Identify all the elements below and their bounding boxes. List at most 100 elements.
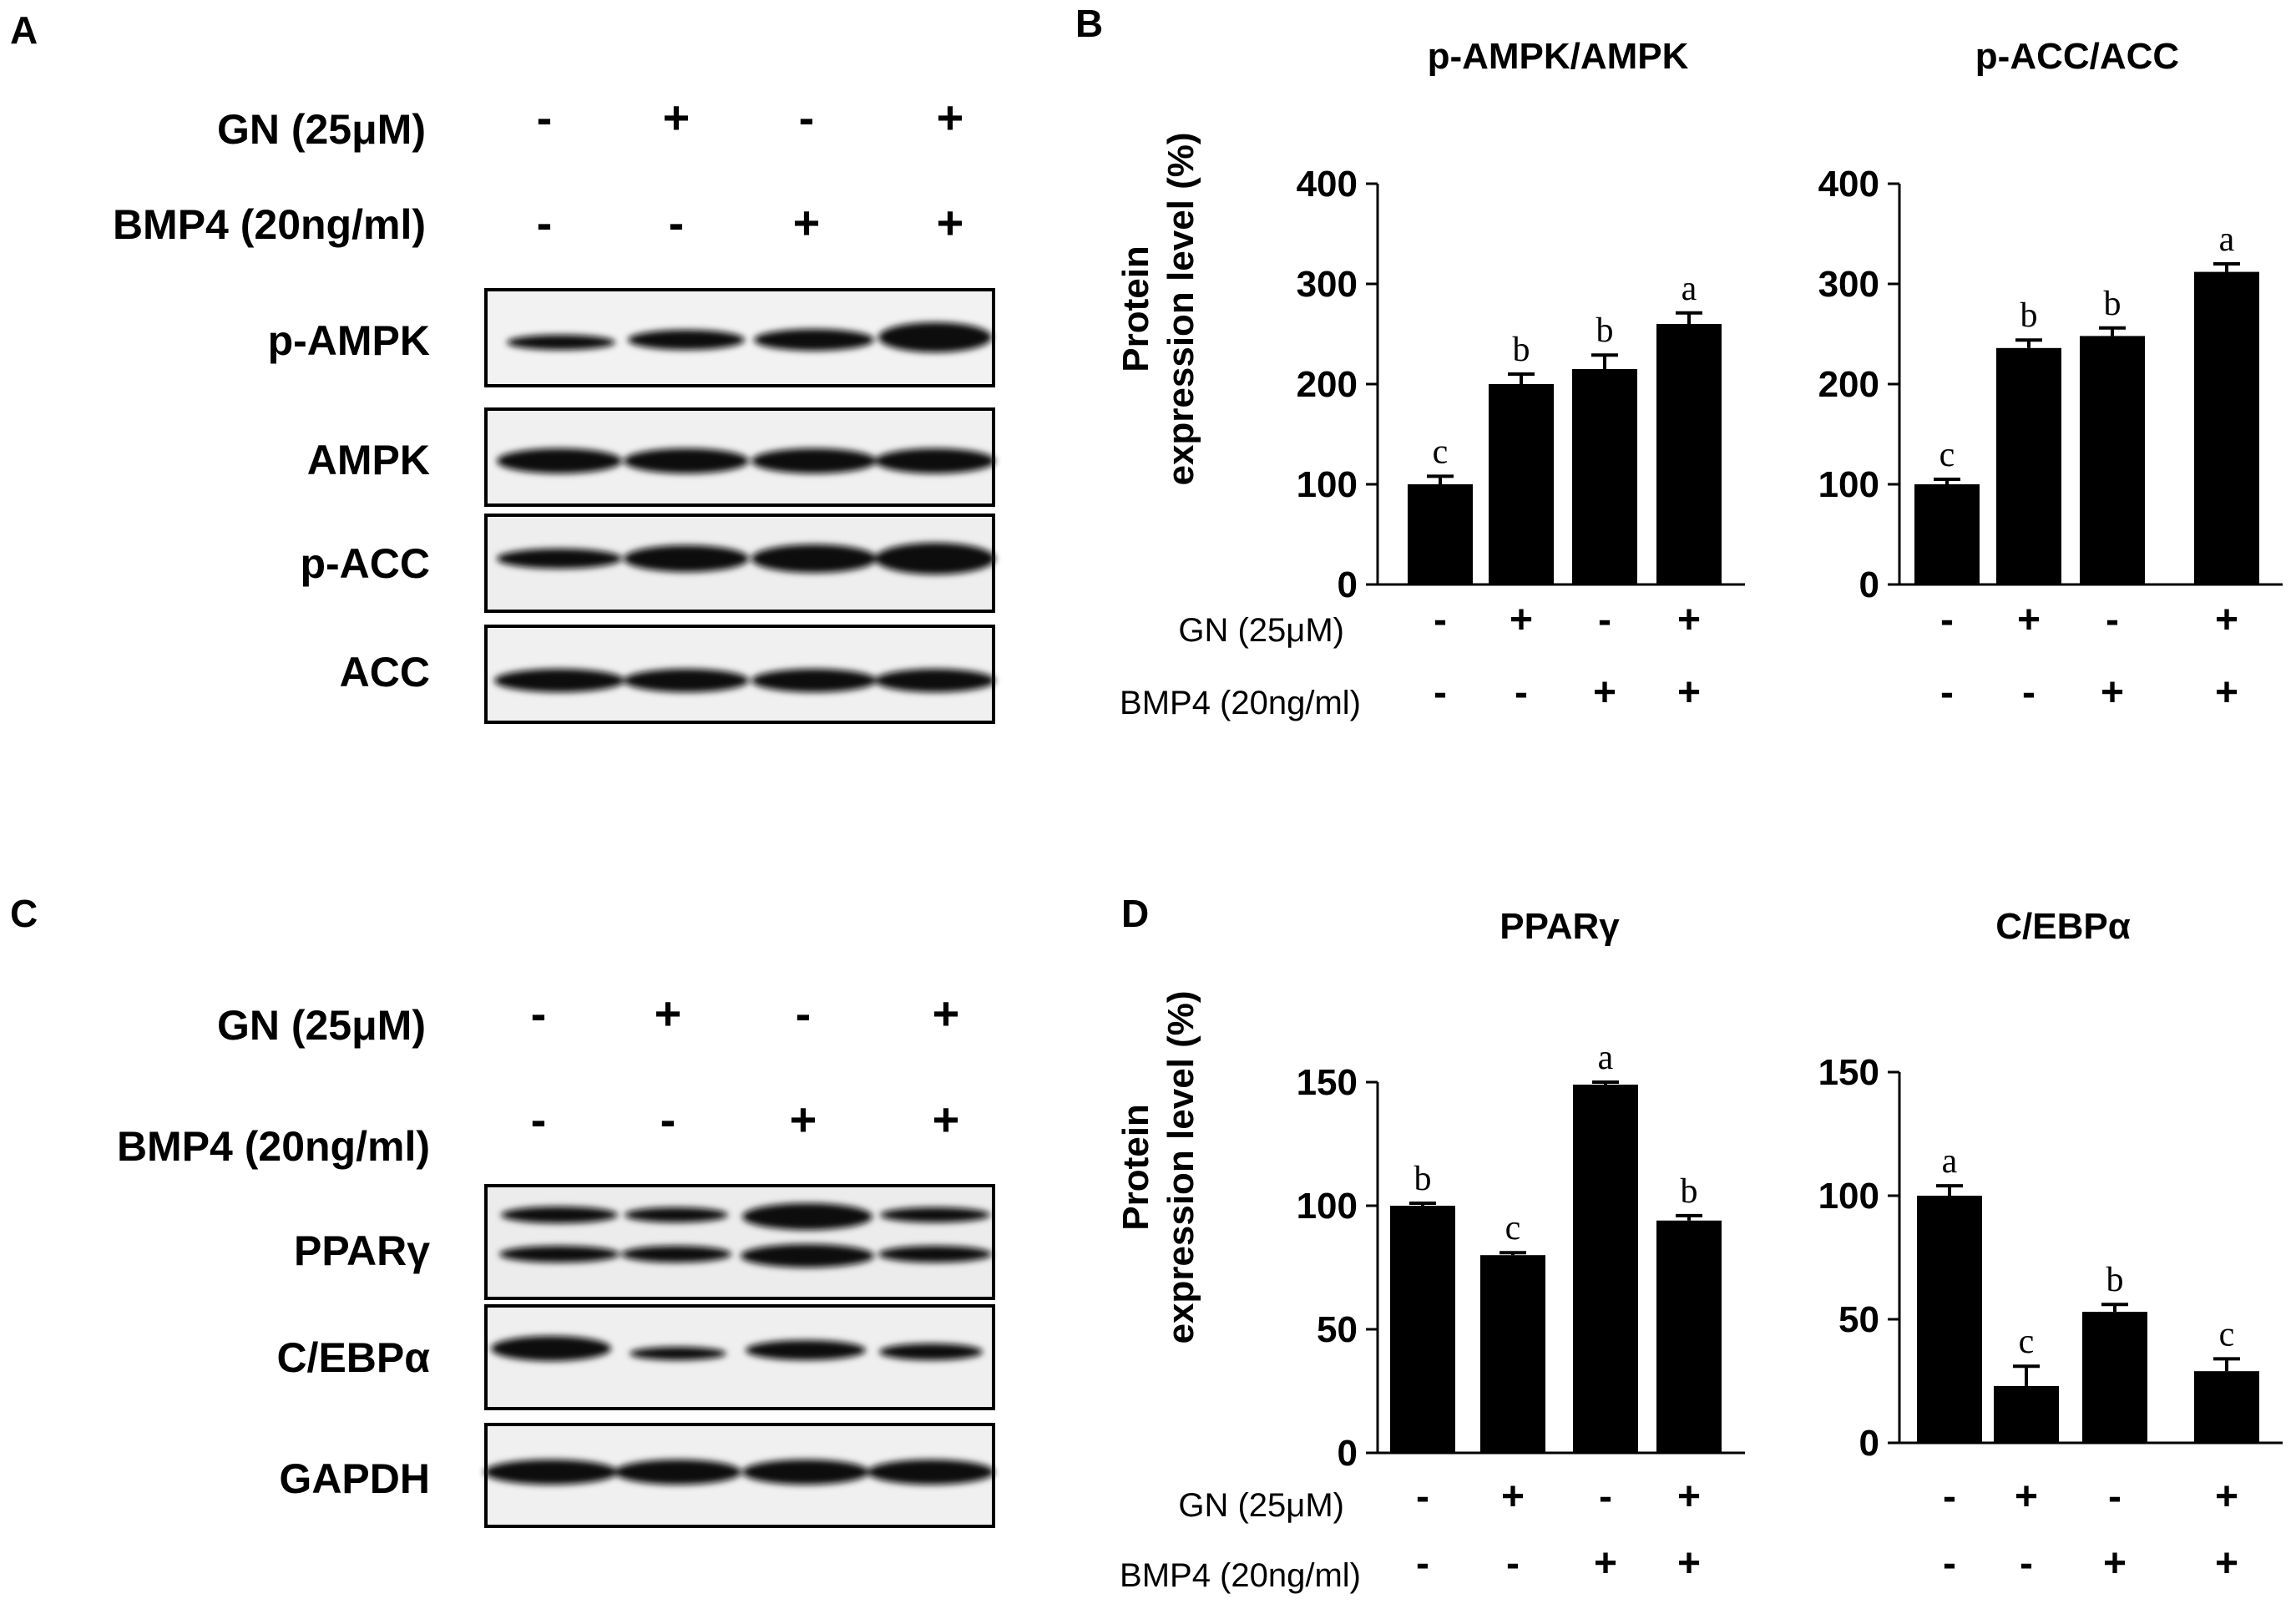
wb-condition-label: BMP4 (20ng/ml) (117, 1123, 430, 1170)
condition-sign: - (2106, 598, 2119, 642)
condition-sign: - (1416, 1475, 1429, 1519)
y-tick-label: 100 (1297, 1186, 1358, 1227)
y-tick-label: 100 (1297, 464, 1358, 505)
condition-sign: - (1434, 670, 1447, 715)
condition-sign: + (2215, 1475, 2238, 1519)
wb-sign: - (537, 91, 553, 144)
significance-letter: b (1681, 1172, 1698, 1211)
bar (1917, 1196, 1982, 1443)
condition-sign: - (1943, 1541, 1956, 1586)
y-tick-label: 400 (1818, 164, 1879, 205)
wb-sign: - (531, 987, 547, 1040)
y-tick-label: 0 (1338, 564, 1358, 605)
wb-sign: + (790, 1093, 817, 1146)
bar (1489, 384, 1554, 584)
band-label-acc: ACC (340, 649, 430, 696)
significance-letter: c (1939, 436, 1955, 474)
band-label-p-ampk: p-AMPK (268, 317, 430, 364)
blot-strip-ampk (484, 407, 995, 507)
bar (1996, 347, 2061, 584)
blot-strip-p-acc (484, 514, 995, 613)
y-tick-label: 50 (1838, 1299, 1879, 1340)
condition-sign: - (1506, 1541, 1520, 1586)
bar (1480, 1255, 1545, 1453)
wb-condition-label: GN (25μM) (217, 106, 426, 153)
condition-sign: - (1940, 598, 1954, 642)
band-label-cebp-alpha: C/EBPα (276, 1334, 430, 1381)
y-tick-label: 0 (1859, 564, 1879, 605)
y-tick-label: 0 (1859, 1423, 1879, 1464)
bar (1572, 369, 1637, 584)
bar (2082, 1312, 2147, 1443)
blot-strip-acc (484, 625, 995, 724)
y-axis-title-bottom: Protein expression level (%) (1115, 990, 1201, 1343)
bar (1914, 484, 1980, 584)
significance-letter: a (1942, 1142, 1958, 1181)
wb-sign: - (537, 196, 553, 249)
wb-condition-label: GN (25μM) (217, 1002, 426, 1049)
bar (1656, 324, 1722, 584)
condition-sign: + (1677, 598, 1701, 642)
condition-sign: + (2017, 598, 2041, 642)
wb-sign: - (531, 1093, 547, 1146)
panel-letter-b: B (1075, 2, 1103, 45)
bar-condition-label: BMP4 (20ng/ml) (1120, 685, 1361, 721)
y-tick-label: 400 (1297, 164, 1358, 205)
condition-sign: + (2101, 670, 2124, 715)
significance-letter: a (1682, 270, 1697, 308)
significance-letter: b (2020, 296, 2038, 335)
chart-title: PPARγ (1499, 906, 1620, 947)
band-label-ampk: AMPK (307, 437, 430, 483)
significance-letter: a (2219, 220, 2235, 259)
condition-sign: + (2215, 598, 2238, 642)
condition-sign: - (1598, 598, 1611, 642)
y-tick-label: 150 (1297, 1062, 1358, 1103)
wb-sign: - (669, 196, 685, 249)
western-blot-c: GN (25μM) BMP4 (20ng/ml) - + - + - - + +… (117, 987, 995, 1528)
panel-letter-d: D (1121, 892, 1149, 935)
wb-sign: + (663, 91, 690, 144)
bar (2194, 271, 2259, 584)
condition-sign: - (1940, 670, 1954, 715)
y-tick-label: 200 (1818, 364, 1879, 405)
wb-sign: + (937, 91, 964, 144)
wb-sign: + (793, 196, 821, 249)
condition-sign: - (2108, 1475, 2122, 1519)
y-axis-title-top: Protein expression level (%) (1115, 132, 1201, 485)
bar-charts: p-AMPK/AMPK 0 100 200 300 400 c b b a - + - + - - + + p-AC… (1297, 36, 2283, 1586)
wb-sign: + (933, 1093, 960, 1146)
wb-sign: - (660, 1093, 676, 1146)
significance-letter: c (1505, 1209, 1521, 1247)
band-label-gapdh: GAPDH (279, 1455, 430, 1502)
condition-sign: - (1599, 1475, 1612, 1519)
significance-letter: b (1513, 331, 1530, 369)
significance-letter: c (2019, 1323, 2035, 1361)
significance-letter: b (2106, 1261, 2124, 1299)
condition-sign: + (1510, 598, 1533, 642)
chart-title: p-AMPK/AMPK (1428, 36, 1689, 77)
condition-sign: + (2103, 1541, 2127, 1586)
condition-sign: + (2215, 670, 2238, 715)
condition-sign: + (1677, 1541, 1701, 1586)
bar (2080, 336, 2145, 584)
condition-sign: + (1677, 1475, 1701, 1519)
condition-sign: + (1594, 1541, 1617, 1586)
blot-strip-gapdh (484, 1423, 995, 1528)
significance-letter: b (2104, 285, 2122, 323)
bar (1408, 484, 1473, 584)
y-tick-label: 200 (1297, 364, 1358, 405)
y-tick-label: 50 (1317, 1309, 1358, 1350)
significance-letter: a (1598, 1039, 1614, 1077)
y-tick-label: 100 (1818, 464, 1879, 505)
bar (1994, 1385, 2059, 1443)
western-blot-a: GN (25μM) BMP4 (20ng/ml) - + - + - - + +… (113, 91, 995, 724)
wb-sign: - (799, 91, 815, 144)
panel-letter-a: A (10, 8, 38, 52)
y-tick-label: 150 (1818, 1052, 1879, 1093)
bar (1573, 1084, 1638, 1453)
y-tick-label: 0 (1338, 1433, 1358, 1474)
bar-condition-label: GN (25μM) (1178, 612, 1344, 649)
band-label-p-acc: p-ACC (300, 540, 430, 587)
condition-sign: + (1593, 670, 1616, 715)
